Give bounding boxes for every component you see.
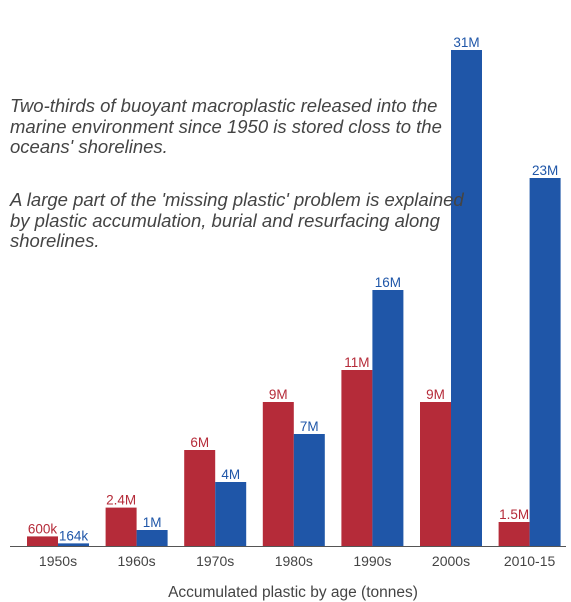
x-tick-label-1950s: 1950s: [39, 553, 77, 569]
bar-2010-15-series-2: [529, 178, 561, 546]
bar-1950s-series-2: [58, 543, 89, 546]
x-tick-label-1990s: 1990s: [353, 553, 391, 569]
value-label-1980s-series-2: 7M: [300, 419, 319, 434]
intro-paragraph-1: Two-thirds of buoyant macroplastic relea…: [10, 95, 442, 157]
value-labels-group: 600k 164k 2.4M 1M 6M 4M 9M 7M 11M 16M 9M 31M 1.5M 23M: [28, 35, 558, 543]
bar-1990s-series-1: [341, 370, 373, 546]
bars-group: [27, 50, 561, 546]
bar-1950s-series-1: [27, 536, 58, 546]
x-tick-labels-group: 1950s 1960s 1970s 1980s 1990s 2000s 2010-15: [39, 553, 556, 569]
bar-2000s-series-2: [451, 50, 482, 546]
value-label-2000s-series-1: 9M: [426, 387, 445, 402]
bar-2010-15-series-1: [498, 522, 530, 546]
value-label-2000s-series-2: 31M: [453, 35, 479, 50]
bar-2000s-series-1: [420, 402, 451, 546]
value-label-2010-15-series-2: 23M: [532, 163, 558, 178]
value-label-1990s-series-2: 16M: [375, 275, 401, 290]
value-label-1970s-series-2: 4M: [221, 467, 240, 482]
value-label-1960s-series-2: 1M: [143, 515, 162, 530]
value-label-1950s-series-2: 164k: [59, 528, 89, 543]
value-label-1990s-series-1: 11M: [344, 355, 369, 370]
intro-paragraph-2: A large part of the 'missing plastic' pr…: [10, 189, 464, 251]
bar-1980s-series-2: [293, 434, 325, 546]
x-tick-label-1980s: 1980s: [275, 553, 313, 569]
bar-1960s-series-1: [105, 507, 137, 546]
value-label-1970s-series-1: 6M: [190, 435, 209, 450]
bar-1990s-series-2: [372, 290, 404, 546]
x-tick-label-2010-15: 2010-15: [504, 553, 556, 569]
value-label-2010-15-series-1: 1.5M: [499, 507, 529, 522]
x-tick-label-1960s: 1960s: [118, 553, 156, 569]
value-label-1950s-series-1: 600k: [28, 521, 58, 536]
bar-1970s-series-2: [215, 482, 247, 546]
value-label-1960s-series-1: 2.4M: [106, 493, 136, 508]
bar-1970s-series-1: [184, 450, 216, 546]
x-tick-label-1970s: 1970s: [196, 553, 234, 569]
x-tick-label-2000s: 2000s: [432, 553, 470, 569]
x-axis-title: Accumulated plastic by age (tonnes): [168, 584, 418, 601]
bar-1980s-series-1: [262, 402, 294, 546]
value-label-1980s-series-1: 9M: [269, 387, 288, 402]
bar-1960s-series-2: [136, 530, 168, 546]
